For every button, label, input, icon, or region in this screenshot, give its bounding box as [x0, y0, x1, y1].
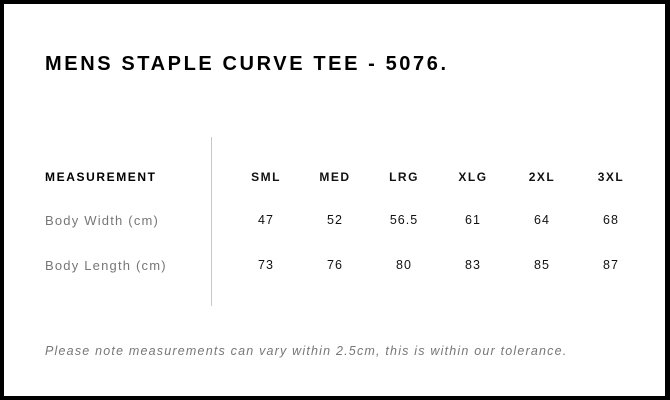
- table-cell: 80: [396, 258, 412, 272]
- table-cell: 68: [603, 213, 619, 227]
- table-cell: 52: [327, 213, 343, 227]
- size-header: MED: [319, 170, 351, 184]
- table-cell: 87: [603, 258, 619, 272]
- measurement-header: MEASUREMENT: [45, 170, 157, 184]
- table-cell: 85: [534, 258, 550, 272]
- size-chart-card: MENS STAPLE CURVE TEE - 5076. MEASUREMEN…: [4, 4, 665, 396]
- size-header: 2XL: [528, 170, 556, 184]
- size-header: LRG: [389, 170, 419, 184]
- size-header: SML: [251, 170, 281, 184]
- table-cell: 83: [465, 258, 481, 272]
- table-cell: 47: [258, 213, 274, 227]
- row-label-body-width: Body Width (cm): [45, 213, 160, 228]
- table-cell: 56.5: [389, 213, 419, 227]
- table-cell: 61: [465, 213, 481, 227]
- table-cell: 73: [258, 258, 274, 272]
- page-title: MENS STAPLE CURVE TEE - 5076.: [45, 53, 449, 75]
- tolerance-note: Please note measurements can vary within…: [45, 344, 568, 358]
- row-label-body-length: Body Length (cm): [45, 258, 167, 273]
- table-cell: 64: [534, 213, 550, 227]
- size-header: XLG: [458, 170, 488, 184]
- size-header: 3XL: [597, 170, 625, 184]
- column-divider: [211, 137, 212, 306]
- table-cell: 76: [327, 258, 343, 272]
